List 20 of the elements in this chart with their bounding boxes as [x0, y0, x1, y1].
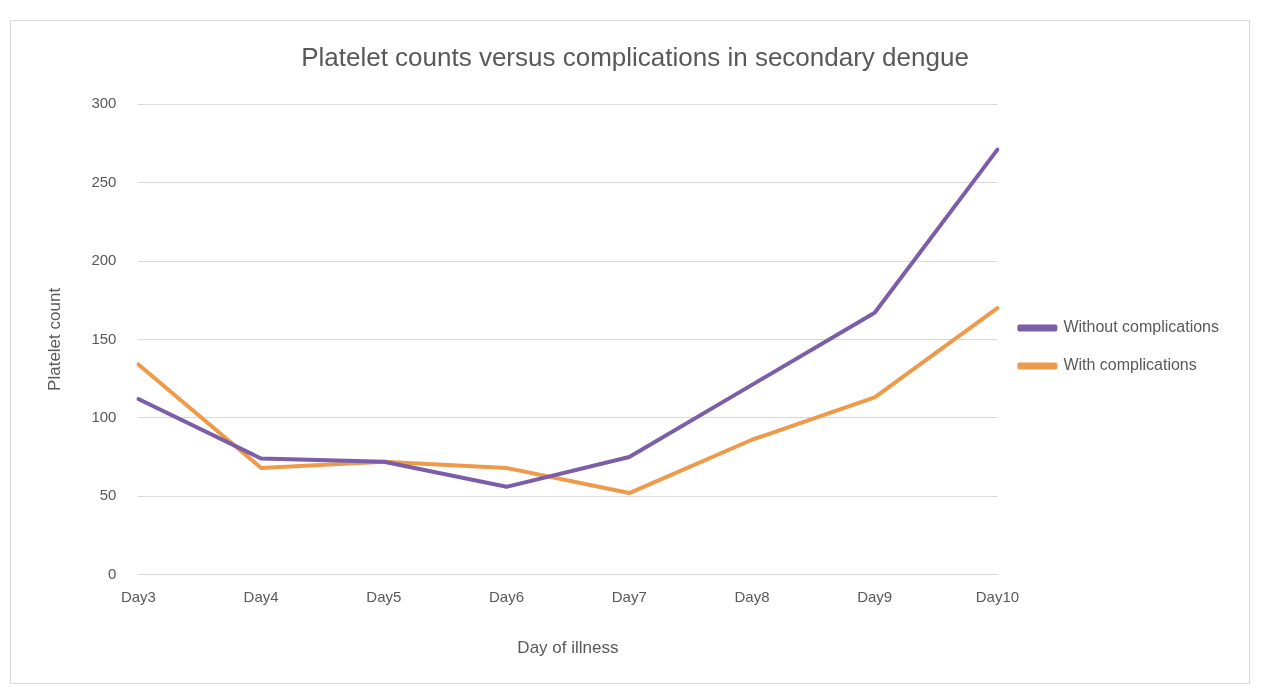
x-tick-label: Day3: [120, 587, 156, 605]
x-tick-label: Day5: [366, 587, 402, 605]
y-tick-label: 50: [99, 486, 117, 504]
y-tick-label: 0: [108, 564, 117, 582]
y-tick-label: 300: [91, 94, 117, 112]
y-tick-label: 200: [91, 251, 117, 269]
x-tick-label: Day10: [975, 587, 1020, 605]
y-tick-label: 250: [91, 172, 117, 190]
y-tick-label: 100: [91, 407, 117, 425]
x-tick-label: Day8: [734, 587, 770, 605]
x-tick-label: Day7: [611, 587, 647, 605]
y-axis-title: Platelet count: [44, 287, 64, 391]
y-tick-label: 150: [91, 329, 117, 347]
legend-label: Without complications: [1063, 318, 1220, 336]
x-tick-label: Day4: [243, 587, 279, 605]
chart-title: Platelet counts versus complications in secondary dengue: [301, 41, 969, 72]
legend-label: With complications: [1063, 356, 1197, 374]
x-axis-title: Day of illness: [517, 638, 619, 658]
x-tick-label: Day6: [489, 587, 525, 605]
x-tick-label: Day9: [857, 587, 893, 605]
